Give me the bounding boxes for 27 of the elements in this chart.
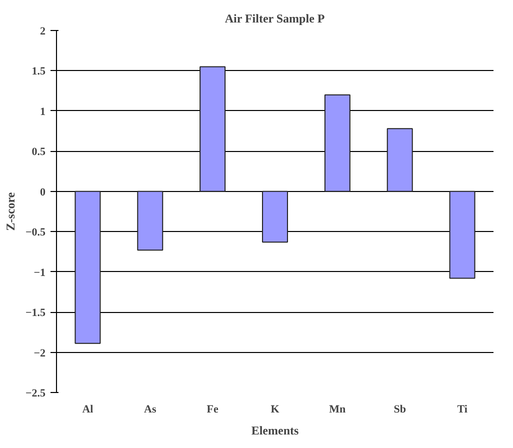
x-tick-label: Mn [329, 404, 346, 416]
y-tick-label: 0 [40, 186, 46, 198]
bar [137, 190, 164, 251]
x-tick-label: Fe [206, 404, 218, 416]
y-tick-label: −1.5 [25, 307, 46, 320]
x-tick-label: K [270, 404, 280, 416]
bar [262, 190, 288, 243]
x-axis-title: Elements [251, 424, 299, 438]
y-tick-label: 0.5 [32, 146, 46, 158]
y-axis-title: Z-score [3, 192, 18, 231]
bar [200, 66, 226, 192]
y-tick-label: −2.5 [25, 388, 46, 400]
bar [386, 128, 413, 192]
y-tick-label: −1 [34, 266, 46, 279]
y-tick-label: 1 [40, 106, 46, 118]
bar [449, 190, 476, 279]
bar [324, 94, 350, 192]
x-tick-label: Ti [457, 404, 468, 416]
y-tick-label: 1.5 [32, 66, 46, 78]
y-tick-label: −0.5 [25, 226, 46, 239]
y-tick-label: −2 [34, 347, 46, 360]
bar [74, 190, 101, 344]
x-tick-label: As [144, 404, 157, 416]
chart-title: Air Filter Sample P [224, 12, 325, 26]
x-tick-label: Sb [394, 404, 406, 416]
y-tick-label: 2 [40, 26, 46, 38]
x-tick-label: Al [82, 404, 94, 416]
